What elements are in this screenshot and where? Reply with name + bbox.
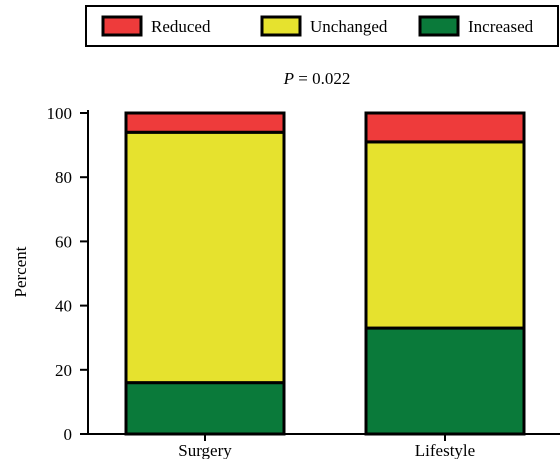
bar-segment-reduced-lifestyle bbox=[364, 111, 526, 144]
legend-label-increased: Increased bbox=[468, 17, 534, 36]
legend-label-reduced: Reduced bbox=[151, 17, 211, 36]
x-tick-label-surgery: Surgery bbox=[178, 441, 232, 459]
x-ticks: Surgery Lifestyle bbox=[178, 434, 475, 459]
y-tick-label: 20 bbox=[55, 361, 72, 380]
y-ticks: 0 20 40 60 80 100 bbox=[47, 104, 88, 444]
legend-swatch-increased bbox=[418, 15, 460, 37]
x-tick-label-lifestyle: Lifestyle bbox=[415, 441, 475, 459]
legend-swatch-reduced bbox=[101, 15, 143, 37]
y-axis-label: Percent bbox=[11, 246, 30, 297]
bar-segment-increased-lifestyle bbox=[364, 326, 526, 436]
y-tick-label: 80 bbox=[55, 168, 72, 187]
bar-segment-unchanged-surgery bbox=[124, 130, 286, 385]
y-tick-label: 0 bbox=[64, 425, 73, 444]
bars bbox=[124, 111, 526, 436]
bar-segment-increased-surgery bbox=[124, 381, 286, 436]
p-value-text: = 0.022 bbox=[294, 69, 350, 88]
y-tick-label: 100 bbox=[47, 104, 73, 123]
legend-box bbox=[85, 5, 559, 47]
bar-segment-reduced-surgery bbox=[124, 111, 286, 134]
bar-segment-unchanged-lifestyle bbox=[364, 140, 526, 330]
legend-swatch-unchanged bbox=[260, 15, 302, 37]
p-value-prefix: P bbox=[283, 69, 294, 88]
p-value-annotation: P = 0.022 bbox=[283, 69, 351, 88]
legend: Reduced Unchanged Increased bbox=[101, 15, 534, 37]
y-tick-label: 40 bbox=[55, 297, 72, 316]
legend-label-unchanged: Unchanged bbox=[310, 17, 388, 36]
y-tick-label: 60 bbox=[55, 232, 72, 251]
